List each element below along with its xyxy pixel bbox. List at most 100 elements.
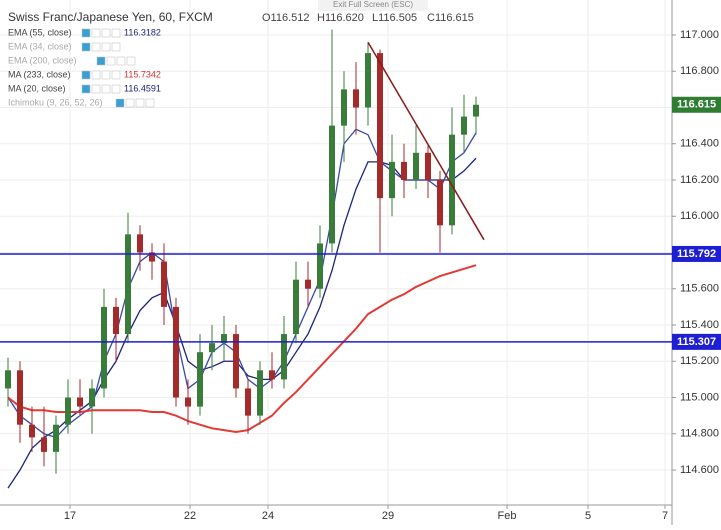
indicator-button[interactable]	[81, 42, 91, 52]
exit-fullscreen[interactable]: Exit Full Screen (ESC)	[333, 0, 413, 9]
candle-body	[341, 89, 347, 126]
candle-body	[245, 388, 251, 416]
indicator-value: 116.4591	[124, 83, 161, 93]
indicator-button[interactable]	[81, 28, 91, 38]
candle-body	[353, 89, 359, 108]
indicator-button[interactable]	[91, 28, 101, 38]
candle-body	[161, 261, 167, 307]
level-badge	[672, 333, 721, 350]
y-tick-label: 114.800	[680, 428, 719, 440]
candle-body	[305, 279, 311, 289]
candle-body	[173, 306, 179, 398]
symbol-title: Swiss Franc/Japanese Yen, 60, FXCM	[8, 10, 213, 24]
candle-body	[401, 161, 407, 180]
indicator-button[interactable]	[111, 84, 121, 94]
ohlc-value: L116.505	[372, 12, 417, 24]
level-badge	[672, 245, 721, 262]
trendline	[367, 41, 485, 241]
candle-body	[77, 397, 83, 407]
indicator-button[interactable]	[135, 98, 145, 108]
y-tick-label: 117.000	[680, 29, 719, 41]
candle-body	[437, 179, 443, 226]
candle-body	[209, 343, 215, 353]
indicator-button[interactable]	[115, 98, 125, 108]
candle-body	[149, 252, 155, 262]
moving-average	[7, 264, 477, 433]
y-tick-label: 115.200	[680, 355, 719, 367]
candle-body	[113, 306, 119, 335]
candle-body	[413, 152, 419, 180]
indicator-button[interactable]	[111, 70, 121, 80]
level-label: 115.792	[677, 248, 716, 260]
candle-body	[269, 370, 275, 380]
indicator-button[interactable]	[101, 42, 111, 52]
y-tick-label: 115.000	[680, 391, 719, 403]
indicator-button[interactable]	[145, 98, 155, 108]
y-tick-label: 116.400	[680, 138, 719, 150]
candle-body	[5, 370, 11, 389]
x-tick-label: 24	[262, 510, 274, 522]
candle-body	[233, 334, 239, 389]
indicator-button[interactable]	[91, 70, 101, 80]
candle-body	[53, 424, 59, 452]
candle-body	[41, 437, 47, 452]
y-tick-label: 116.000	[680, 210, 719, 222]
moving-average	[7, 157, 477, 489]
candle-body	[281, 334, 287, 380]
indicator-button[interactable]	[111, 28, 121, 38]
candle-body	[185, 397, 191, 407]
indicator-button[interactable]	[91, 84, 101, 94]
candle-body	[473, 104, 479, 117]
indicator-button[interactable]	[96, 56, 106, 66]
indicator-name: MA (233, close)	[8, 69, 71, 79]
indicator-name: EMA (55, close)	[8, 27, 72, 37]
x-tick-label: Feb	[498, 510, 517, 522]
last-price-label: 116.615	[677, 99, 716, 111]
ohlc-value: C116.615	[427, 12, 474, 24]
exit-button-bg[interactable]	[318, 0, 428, 11]
indicator-button[interactable]	[91, 42, 101, 52]
candle-body	[89, 388, 95, 407]
indicator-value: 116.3182	[124, 27, 161, 37]
candle-body	[137, 234, 143, 253]
candle-body	[65, 397, 71, 425]
candle-body	[125, 234, 131, 335]
x-tick-label: 29	[382, 510, 394, 522]
candle-body	[101, 306, 107, 389]
indicator-name: MA (20, close)	[8, 83, 66, 93]
level-label: 115.307	[677, 336, 716, 348]
x-tick-label: 7	[662, 510, 668, 522]
indicator-button[interactable]	[101, 28, 111, 38]
candle-body	[221, 334, 227, 344]
indicator-button[interactable]	[81, 84, 91, 94]
candle-body	[461, 116, 467, 135]
candle-body	[365, 53, 371, 108]
indicator-button[interactable]	[126, 56, 136, 66]
x-tick-label: 17	[64, 510, 76, 522]
candle-body	[257, 370, 263, 416]
indicator-value: 115.7342	[124, 69, 161, 79]
candle-body	[317, 243, 323, 289]
y-tick-label: 116.800	[680, 65, 719, 77]
x-tick-label: 5	[585, 510, 591, 522]
candle-body	[17, 370, 23, 425]
indicator-button[interactable]	[111, 42, 121, 52]
y-tick-label: 115.600	[680, 283, 719, 295]
indicator-button[interactable]	[101, 70, 111, 80]
y-tick-label: 115.400	[680, 319, 719, 331]
candle-body	[29, 424, 35, 438]
indicator-button[interactable]	[101, 84, 111, 94]
y-tick-label: 116.200	[680, 174, 719, 186]
indicator-button[interactable]	[125, 98, 135, 108]
indicator-button[interactable]	[116, 56, 126, 66]
indicator-button[interactable]	[106, 56, 116, 66]
indicator-name: EMA (34, close)	[8, 41, 72, 51]
indicator-name: EMA (200, close)	[8, 55, 77, 65]
ohlc-value: O116.512	[262, 12, 310, 24]
candle-body	[389, 161, 395, 199]
y-tick-label: 114.600	[680, 464, 719, 476]
indicator-name: Ichimoku (9, 26, 52, 26)	[8, 97, 103, 107]
candle-body	[425, 152, 431, 180]
indicator-button[interactable]	[81, 70, 91, 80]
